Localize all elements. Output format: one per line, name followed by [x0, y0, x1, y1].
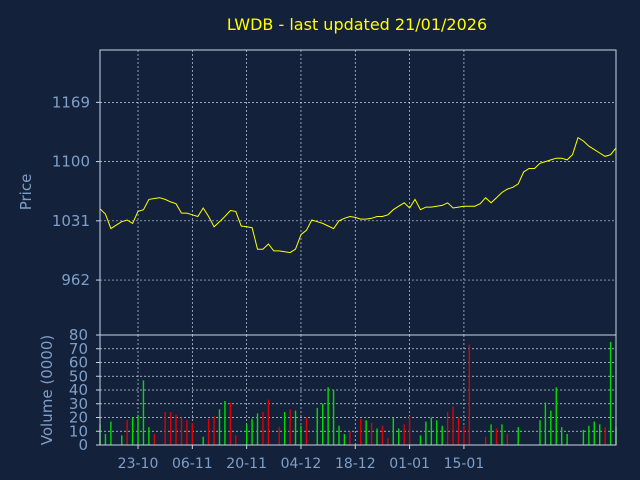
price-axis-label: Price	[17, 174, 35, 211]
x-tick-label: 23-10	[118, 456, 159, 472]
volume-y-tick-label: 50	[69, 367, 88, 385]
x-tick-label: 15-01	[444, 456, 485, 472]
price-y-tick-label: 962	[61, 271, 90, 289]
volume-grid	[100, 335, 616, 445]
volume-y-tick-label: 20	[69, 409, 88, 427]
x-tick-label: 06-11	[172, 456, 213, 472]
price-grid	[100, 50, 616, 335]
volume-y-tick-label: 10	[69, 422, 88, 440]
price-y-ticks: 962 1031 1100 1169	[52, 93, 100, 289]
chart-title: LWDB - last updated 21/01/2026	[227, 15, 487, 34]
volume-bars	[99, 341, 617, 445]
volume-y-tick-label: 40	[69, 381, 88, 399]
price-y-tick-label: 1100	[52, 153, 90, 171]
volume-y-tick-label: 80	[69, 326, 88, 344]
volume-y-tick-label: 70	[69, 340, 88, 358]
date-x-ticks: 23-10 06-11 20-11 04-12 18-12 01-01 15-01	[118, 445, 485, 472]
price-plot-frame	[99, 49, 617, 336]
volume-y-tick-label: 60	[69, 354, 88, 372]
price-y-tick-label: 1031	[52, 212, 90, 230]
volume-y-tick-label: 0	[78, 436, 88, 454]
x-tick-label: 04-12	[281, 456, 322, 472]
volume-axis-label: Volume (0000)	[38, 335, 56, 445]
price-y-tick-label: 1169	[52, 93, 90, 111]
x-tick-label: 01-01	[389, 456, 430, 472]
x-tick-label: 20-11	[226, 456, 267, 472]
volume-y-tick-label: 30	[69, 395, 88, 413]
x-tick-label: 18-12	[335, 456, 376, 472]
price-line	[99, 136, 617, 254]
